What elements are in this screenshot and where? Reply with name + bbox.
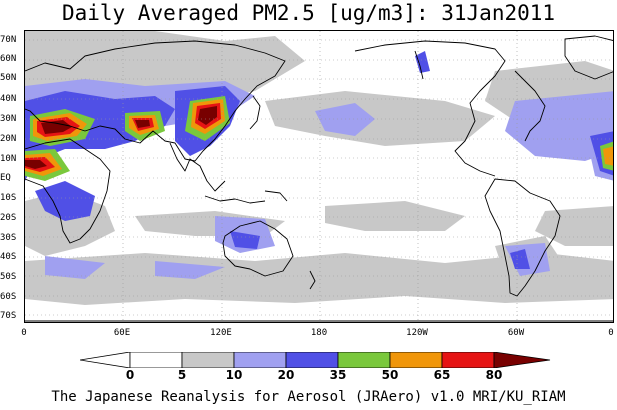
lon-label-180: 180 bbox=[310, 328, 328, 338]
colorbar-tick-5: 5 bbox=[177, 368, 187, 382]
colorbar-segment-65-80 bbox=[441, 352, 495, 368]
lat-label-eq: EQ bbox=[0, 173, 11, 183]
lon-label-120e: 120E bbox=[210, 328, 232, 338]
colorbar-tick-50: 50 bbox=[381, 368, 399, 382]
colorbar-tick-10: 10 bbox=[225, 368, 243, 382]
lat-label-10s: 10S bbox=[0, 193, 17, 203]
colorbar-segment-35-50 bbox=[337, 352, 391, 368]
colorbar-tick-35: 35 bbox=[329, 368, 347, 382]
lat-label-70n: 70N bbox=[0, 35, 17, 45]
colorbar-tick-80: 80 bbox=[485, 368, 503, 382]
lon-label-120w: 120W bbox=[406, 328, 428, 338]
lat-label-20n: 20N bbox=[0, 134, 17, 144]
lat-label-30s: 30S bbox=[0, 233, 17, 243]
pm25-field-80-plus bbox=[25, 106, 217, 169]
world-map bbox=[24, 30, 614, 323]
colorbar-segment-20-35 bbox=[285, 352, 339, 368]
lon-label-0-left: 0 bbox=[21, 328, 27, 338]
coastlines bbox=[25, 35, 613, 322]
colorbar-segment-50-65 bbox=[389, 352, 443, 368]
lat-label-70s: 70S bbox=[0, 311, 17, 321]
lat-label-60s: 60S bbox=[0, 292, 17, 302]
colorbar-segment-below-0 bbox=[80, 352, 131, 368]
colorbar bbox=[80, 352, 551, 368]
colorbar-segment-5-10 bbox=[181, 352, 235, 368]
lat-label-40s: 40S bbox=[0, 252, 17, 262]
lat-label-10n: 10N bbox=[0, 154, 17, 164]
map-gridlines bbox=[25, 31, 613, 322]
data-source-credit: The Japanese Reanalysis for Aerosol (JRA… bbox=[51, 389, 566, 405]
lat-label-30n: 30N bbox=[0, 114, 17, 124]
lon-label-60e: 60E bbox=[113, 328, 131, 338]
colorbar-segment-above-80 bbox=[493, 352, 551, 368]
colorbar-segment-10-20 bbox=[233, 352, 287, 368]
lat-label-50n: 50N bbox=[0, 73, 17, 83]
colorbar-tick-20: 20 bbox=[277, 368, 295, 382]
colorbar-tick-0: 0 bbox=[125, 368, 135, 382]
colorbar-segment-0-5 bbox=[129, 352, 183, 368]
map-canvas bbox=[25, 31, 613, 322]
page-title: Daily Averaged PM2.5 [ug/m3]: 31Jan2011 bbox=[61, 1, 556, 25]
colorbar-tick-65: 65 bbox=[433, 368, 451, 382]
lon-label-0-right: 0 bbox=[608, 328, 614, 338]
lat-label-60n: 60N bbox=[0, 54, 17, 64]
lat-label-20s: 20S bbox=[0, 213, 17, 223]
lat-label-40n: 40N bbox=[0, 94, 17, 104]
lon-label-60w: 60W bbox=[507, 328, 525, 338]
lat-label-50s: 50S bbox=[0, 272, 17, 282]
